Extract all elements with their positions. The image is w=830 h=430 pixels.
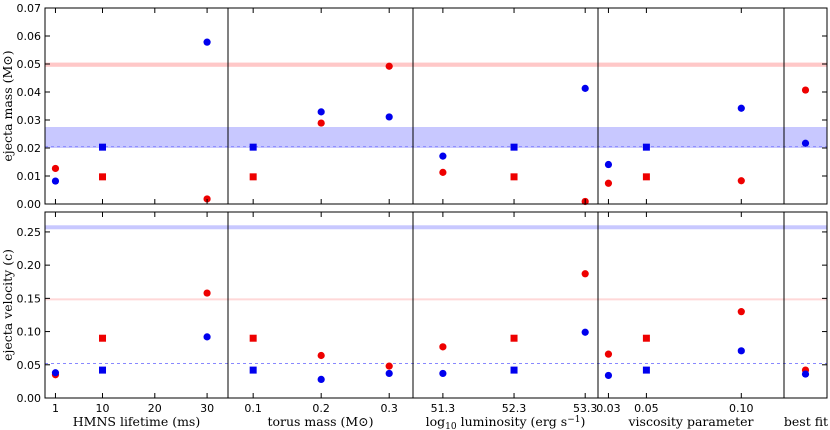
point-1-bottom-5	[385, 369, 393, 378]
point-0-top-5	[203, 195, 211, 203]
xlabel-4: best fit	[784, 414, 828, 429]
point-3-bottom-0	[604, 350, 613, 358]
xlabel-0: HMNS lifetime (ms)	[73, 414, 200, 429]
point-1-bottom-0	[249, 334, 257, 342]
reference-bands	[45, 62, 827, 364]
band-top-1	[45, 127, 827, 148]
point-3-top-0	[604, 160, 613, 169]
xtick-label-3-1: 0.05	[634, 402, 659, 415]
band-bottom-0	[45, 298, 827, 301]
ylabel-top: ejecta mass (M⊙)	[0, 50, 15, 161]
ytick-label-top-4: 0.04	[17, 86, 42, 99]
point-0-top-3	[99, 173, 107, 181]
ytick-label-bottom-2: 0.10	[17, 326, 42, 339]
point-2-bottom-1	[439, 369, 447, 378]
xtick-label-2-2: 53.3	[573, 402, 598, 415]
point-2-bottom-0	[439, 343, 447, 351]
point-1-top-3	[317, 119, 325, 127]
point-1-bottom-3	[317, 375, 325, 383]
point-3-top-4	[737, 104, 745, 112]
point-2-bottom-4	[581, 270, 589, 278]
xtick-label-3-2: 0.10	[729, 402, 754, 415]
data-points	[51, 38, 810, 383]
point-4-bottom-1	[801, 370, 810, 378]
point-3-bottom-5	[737, 347, 745, 355]
point-2-top-4	[581, 84, 589, 92]
point-0-bottom-1	[51, 369, 60, 377]
xlabel-3: viscosity parameter	[628, 414, 754, 429]
point-0-bottom-2	[99, 334, 107, 342]
point-4-top-0	[801, 86, 810, 94]
point-1-top-5	[385, 113, 393, 121]
point-3-top-3	[642, 173, 650, 181]
point-3-top-1	[604, 179, 613, 187]
ytick-label-top-7: 0.07	[17, 2, 42, 15]
point-3-top-2	[642, 143, 650, 151]
frame-bottom	[44, 211, 828, 399]
band-top-0	[45, 62, 827, 67]
point-0-top-1	[51, 177, 60, 185]
point-4-top-1	[801, 139, 810, 147]
xtick-label-3-0: 0.03	[596, 402, 621, 415]
ytick-label-bottom-3: 0.15	[17, 292, 42, 305]
axes	[44, 7, 828, 399]
ytick-label-top-1: 0.01	[17, 170, 42, 183]
xtick-label-0-0: 1	[52, 402, 59, 415]
xtick-label-2-0: 51.3	[431, 402, 456, 415]
xtick-label-0-2: 20	[148, 402, 162, 415]
point-1-bottom-2	[317, 351, 325, 360]
point-0-top-0	[51, 164, 60, 173]
frame-top	[44, 7, 828, 205]
point-2-bottom-5	[581, 328, 589, 336]
point-3-top-5	[737, 177, 745, 185]
ytick-label-top-6: 0.06	[17, 30, 42, 43]
point-3-bottom-1	[604, 371, 613, 380]
point-1-top-0	[249, 143, 257, 151]
point-2-bottom-3	[510, 366, 518, 374]
ylabel-bottom: ejecta velocity (c)	[0, 249, 15, 361]
point-1-top-4	[385, 62, 393, 70]
point-1-bottom-1	[249, 366, 257, 374]
ytick-label-bottom-1: 0.05	[17, 359, 42, 372]
point-1-top-1	[249, 173, 257, 181]
band-bottom-1	[45, 225, 827, 230]
point-0-bottom-3	[99, 366, 107, 374]
ytick-label-bottom-4: 0.20	[17, 259, 42, 272]
point-3-bottom-2	[642, 334, 650, 342]
xtick-label-0-1: 10	[96, 402, 110, 415]
point-0-top-2	[99, 143, 107, 151]
xtick-label-1-0: 0.1	[244, 402, 262, 415]
point-0-bottom-4	[203, 289, 211, 297]
point-2-top-2	[510, 143, 518, 151]
xtick-label-2-1: 52.3	[502, 402, 527, 415]
xtick-label-1-1: 0.2	[312, 402, 330, 415]
xlabel-2: log10 luminosity (erg s−1)	[426, 414, 586, 430]
point-2-top-0	[439, 152, 447, 160]
point-2-top-3	[510, 173, 518, 181]
xlabel-1: torus mass (M⊙)	[267, 414, 373, 429]
point-1-top-2	[317, 108, 325, 116]
point-2-top-1	[439, 168, 447, 176]
point-2-bottom-2	[510, 334, 518, 342]
point-0-top-4	[203, 38, 211, 46]
point-1-bottom-4	[385, 362, 393, 370]
ytick-label-bottom-0: 0.00	[17, 392, 42, 405]
ytick-label-bottom-5: 0.25	[17, 226, 42, 239]
point-0-bottom-5	[203, 333, 211, 341]
xtick-label-1-2: 0.3	[380, 402, 398, 415]
ytick-label-top-0: 0.00	[17, 198, 42, 211]
ytick-label-top-3: 0.03	[17, 114, 42, 127]
xtick-label-0-3: 30	[200, 402, 214, 415]
ytick-label-top-5: 0.05	[17, 58, 42, 71]
point-3-bottom-3	[642, 366, 650, 374]
point-3-bottom-4	[737, 308, 745, 316]
ytick-label-top-2: 0.02	[17, 142, 42, 155]
